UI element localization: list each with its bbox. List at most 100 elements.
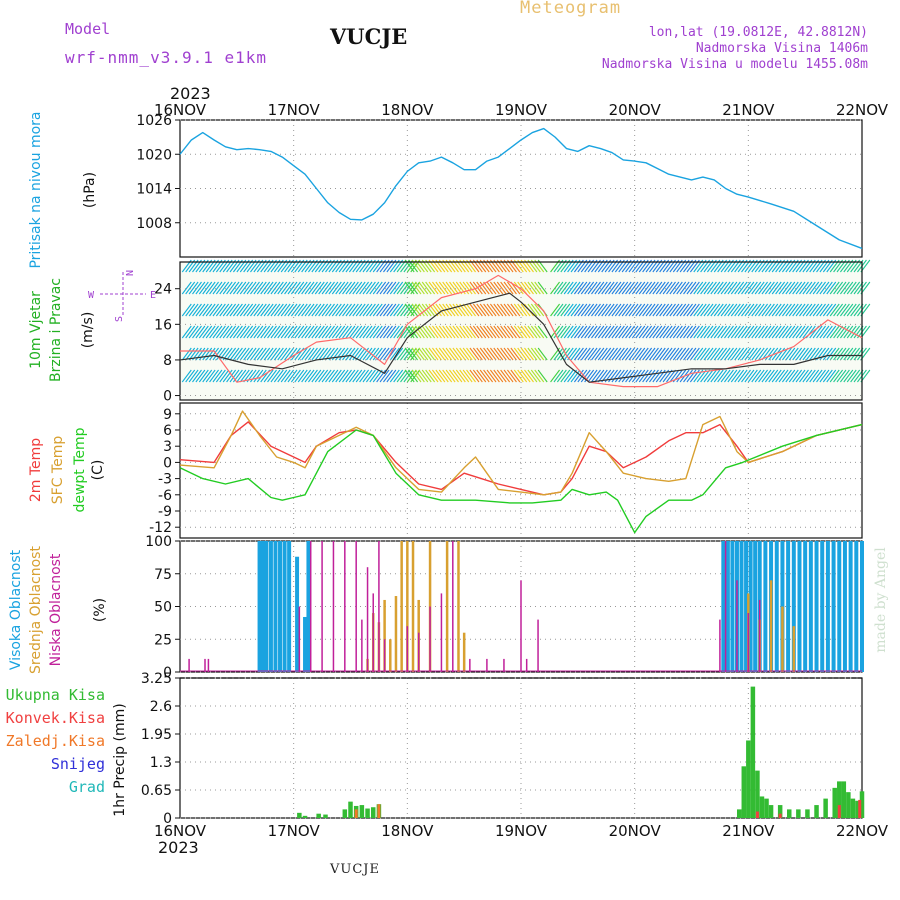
wind-barb xyxy=(222,281,233,295)
wind-barb xyxy=(386,369,397,383)
wind-barb xyxy=(404,303,415,317)
wind-barb xyxy=(524,281,534,295)
wind-barb xyxy=(192,303,202,317)
wind-barb xyxy=(372,281,383,295)
precip-bar xyxy=(778,813,782,818)
wind-barb xyxy=(744,303,755,317)
precip-ytick-label: 0 xyxy=(163,811,172,827)
wind-barb xyxy=(819,303,830,317)
clouds-ytick-label: 75 xyxy=(154,567,172,583)
wind-barb xyxy=(724,347,734,361)
cloud-bar xyxy=(332,541,335,672)
cloud-bar xyxy=(781,606,784,672)
wind-barb xyxy=(239,303,250,317)
wind-barb xyxy=(710,303,721,317)
wind-barb xyxy=(418,369,429,383)
wind-barb xyxy=(635,281,646,295)
wind-barb xyxy=(737,303,748,317)
cloud-bar xyxy=(848,541,853,672)
wind-barb xyxy=(666,347,676,361)
wind-barb xyxy=(290,281,301,295)
temperature-frame xyxy=(179,402,863,539)
wind-barb xyxy=(406,281,417,295)
wind-barb xyxy=(493,347,504,361)
wind-barb xyxy=(232,281,243,295)
wind-barb xyxy=(754,347,765,361)
wind-barb xyxy=(372,347,383,361)
cloud-bar xyxy=(406,626,409,672)
wind-barb xyxy=(459,347,470,361)
wind-barb xyxy=(493,325,504,339)
wind-barb xyxy=(393,325,404,339)
wind-barb xyxy=(799,325,809,339)
precip-unit-label: 1hr Precip (mm) xyxy=(112,703,128,816)
wind-barb xyxy=(404,347,415,361)
wind-barb xyxy=(706,325,717,339)
wind-barb xyxy=(556,281,567,295)
wind-barb xyxy=(768,325,779,339)
wind-barb xyxy=(761,303,772,317)
wind-barb xyxy=(253,325,264,339)
wind-barb xyxy=(452,369,463,383)
wind-barb xyxy=(594,281,605,295)
wind-barb xyxy=(802,325,813,339)
wind-barb xyxy=(563,303,574,317)
wind-barb xyxy=(260,347,271,361)
wind-barb xyxy=(577,303,588,317)
wind-ytick-label: 8 xyxy=(163,353,172,369)
precip-bar xyxy=(354,809,358,818)
clouds-ytick-label: 25 xyxy=(154,632,172,648)
precip-bar xyxy=(858,799,862,818)
wind-barb xyxy=(524,325,534,339)
wind-barb xyxy=(693,281,704,295)
wind-barb xyxy=(462,347,473,361)
wind-barb xyxy=(277,303,288,317)
wind-barb xyxy=(805,281,816,295)
wind-barb xyxy=(662,303,673,317)
wind-barb xyxy=(297,325,308,339)
wind-barb xyxy=(455,325,466,339)
wind-barb xyxy=(594,369,605,383)
wind-barb xyxy=(212,347,223,361)
x-tick-top-22NOV: 22NOV xyxy=(836,101,889,119)
wind-barb xyxy=(335,303,346,317)
wind-barb xyxy=(556,347,567,361)
wind-barb xyxy=(418,347,429,361)
wind-barb xyxy=(734,325,745,339)
cloud-bar xyxy=(486,658,488,672)
cloud-bar xyxy=(344,541,346,672)
wind-barb xyxy=(284,347,295,361)
wind-barb xyxy=(614,369,625,383)
wind-barb xyxy=(503,325,514,339)
wind-barb xyxy=(604,303,615,317)
wind-barb xyxy=(243,303,254,317)
wind-barb xyxy=(290,325,301,339)
wind-barb xyxy=(700,281,711,295)
wind-barb xyxy=(236,303,247,317)
wind-barb xyxy=(246,303,257,317)
wind-barb xyxy=(839,303,850,317)
wind-barb xyxy=(737,369,748,383)
precip-ytick-label: 1.3 xyxy=(150,755,172,771)
wind-barb xyxy=(591,369,601,383)
wind-barb xyxy=(659,281,670,295)
precip-bar xyxy=(837,781,842,818)
wind-barb xyxy=(466,347,476,361)
wind-barb xyxy=(655,325,666,339)
wind-barb xyxy=(683,303,693,317)
wind-barb xyxy=(476,325,487,339)
compass-south-label: S xyxy=(114,316,125,322)
wind-barb xyxy=(645,347,656,361)
wind-barb xyxy=(229,369,240,383)
wind-barb xyxy=(604,347,615,361)
wind-barb xyxy=(287,325,298,339)
wind-barb xyxy=(799,369,809,383)
model-label: Model xyxy=(65,20,111,38)
wind-barb xyxy=(693,303,704,317)
wind-barb xyxy=(342,347,352,361)
wind-barb xyxy=(355,347,366,361)
wind-barb xyxy=(442,347,453,361)
wind-barb xyxy=(277,281,288,295)
wind-barb xyxy=(445,325,456,339)
year-bottom: 2023 xyxy=(158,838,199,857)
